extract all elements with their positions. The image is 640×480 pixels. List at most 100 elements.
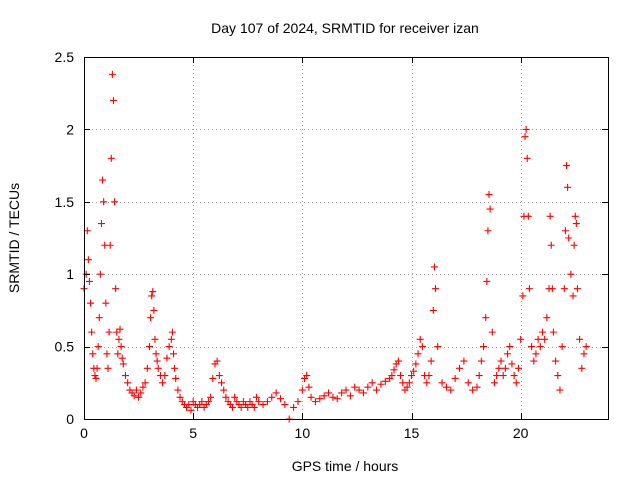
data-point: [150, 306, 158, 314]
data-point: [412, 360, 420, 368]
data-point: [108, 70, 116, 78]
data-point: [572, 220, 580, 228]
data-point: [94, 343, 102, 351]
data-point: [342, 386, 350, 394]
data-point: [547, 241, 555, 249]
data-points: [80, 70, 590, 423]
data-point: [121, 372, 129, 380]
data-point: [220, 386, 228, 394]
data-point: [582, 343, 590, 351]
data-point: [114, 350, 122, 358]
data-point: [359, 389, 367, 397]
y-axis-label: SRMTID / TECUs: [6, 183, 22, 293]
data-point: [517, 335, 525, 343]
data-point: [430, 263, 438, 271]
x-tick-label: 5: [189, 425, 197, 441]
data-point: [218, 379, 226, 387]
data-point: [146, 343, 153, 351]
x-tick-label: 0: [80, 425, 88, 441]
data-point: [373, 386, 381, 394]
data-point: [429, 306, 437, 314]
data-point: [204, 398, 212, 406]
data-point: [132, 386, 140, 394]
data-point: [250, 403, 258, 411]
data-point: [207, 393, 215, 401]
data-point: [469, 386, 477, 394]
data-point: [408, 372, 415, 380]
data-point: [222, 393, 230, 401]
data-point: [176, 393, 184, 401]
data-point: [170, 350, 178, 358]
data-point: [171, 364, 179, 372]
data-point: [438, 379, 446, 387]
data-point: [163, 354, 171, 362]
data-point: [524, 212, 532, 220]
data-point: [451, 374, 459, 382]
data-point: [329, 393, 337, 401]
data-point: [305, 383, 313, 391]
data-point: [571, 212, 579, 220]
data-point: [147, 314, 155, 322]
data-point: [561, 227, 569, 235]
chart-title: Day 107 of 2024, SRMTID for receiver iza…: [211, 20, 479, 36]
data-point: [525, 285, 533, 293]
data-point: [501, 364, 509, 372]
data-point: [149, 288, 157, 296]
data-point: [560, 285, 568, 293]
data-point: [381, 377, 389, 385]
data-point: [351, 383, 359, 391]
x-tick-label: 20: [513, 425, 529, 441]
data-point: [377, 380, 385, 388]
data-point: [143, 364, 151, 372]
data-point: [338, 389, 346, 397]
data-point: [298, 386, 306, 394]
data-point: [99, 176, 107, 184]
data-point: [311, 398, 319, 406]
data-point: [124, 379, 132, 387]
data-point: [388, 372, 396, 380]
data-point: [530, 357, 538, 365]
data-point: [165, 343, 173, 351]
data-point: [116, 325, 124, 333]
data-point: [414, 350, 422, 358]
data-point: [231, 393, 239, 401]
data-point: [185, 401, 193, 409]
data-point: [486, 205, 494, 213]
data-point: [447, 386, 455, 394]
data-point: [405, 379, 413, 387]
data-point: [541, 335, 549, 343]
data-point: [484, 227, 492, 235]
data-point: [139, 383, 147, 391]
x-tick-label: 15: [404, 425, 420, 441]
data-point: [485, 191, 493, 199]
data-point: [97, 220, 105, 228]
data-point: [532, 350, 540, 358]
data-point: [277, 395, 284, 403]
data-point: [473, 383, 481, 391]
data-point: [209, 374, 217, 382]
data-point: [117, 343, 125, 351]
data-point: [106, 241, 114, 249]
data-point: [410, 367, 418, 375]
data-point: [522, 125, 530, 133]
data-point: [159, 379, 167, 387]
data-point: [167, 335, 175, 343]
data-point: [546, 212, 554, 220]
data-point: [118, 354, 126, 362]
data-point: [152, 350, 160, 358]
grid-lines: [84, 57, 608, 419]
data-point: [512, 379, 520, 387]
data-point: [135, 393, 143, 401]
data-point: [112, 285, 120, 293]
data-point: [567, 270, 575, 278]
data-point: [394, 357, 402, 365]
data-point: [113, 328, 121, 336]
data-point: [96, 270, 104, 278]
data-point: [213, 357, 221, 365]
data-point: [442, 383, 450, 391]
data-point: [488, 328, 496, 336]
data-point: [130, 392, 138, 400]
data-point: [416, 335, 424, 343]
data-point: [111, 198, 119, 206]
